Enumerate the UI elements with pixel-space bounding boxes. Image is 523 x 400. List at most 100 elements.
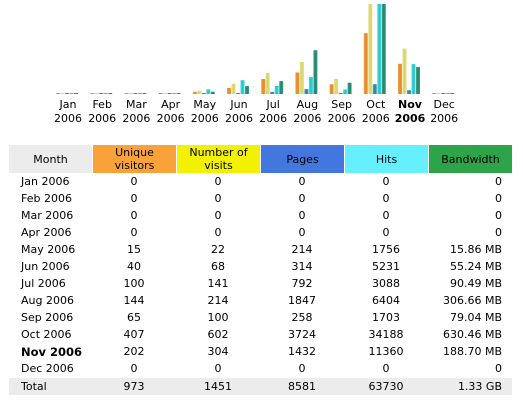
cell-month: Jul 2006 xyxy=(21,277,66,290)
bar-unique-visitors-jun-2006 xyxy=(227,88,231,94)
cell-visits: 602 xyxy=(207,328,229,341)
cell-unique: 15 xyxy=(127,243,141,256)
x-tick-label-month: Jan xyxy=(59,98,77,111)
bar-unique-visitors-feb-2006 xyxy=(90,93,95,94)
bar-pages-nov-2006 xyxy=(407,90,411,94)
cell-hits: 34188 xyxy=(368,328,404,341)
bar-hits-jun-2006 xyxy=(240,80,245,94)
cell-pages: 3724 xyxy=(288,328,316,341)
cell-hits: 3088 xyxy=(372,277,400,290)
header-month: Month xyxy=(9,145,92,173)
bar-number-of-visits-sep-2006 xyxy=(334,79,339,94)
x-tick-label-month: Mar xyxy=(126,98,147,111)
bar-bandwidth-oct-2006 xyxy=(381,4,386,94)
cell-pages: 0 xyxy=(298,175,306,188)
x-tick-label-year: 2006 xyxy=(259,112,287,125)
table-row: Mar 2006 0 0 0 0 0 xyxy=(9,208,512,224)
x-tick-label-year: 2006 xyxy=(225,112,253,125)
x-tick-label-month: Nov xyxy=(398,98,423,111)
bar-pages-jun-2006 xyxy=(236,93,240,94)
bar-number-of-visits-oct-2006 xyxy=(368,4,373,94)
table-row: Feb 2006 0 0 0 0 0 xyxy=(9,191,512,207)
bar-unique-visitors-oct-2006 xyxy=(363,33,368,94)
x-tick-label-year: 2006 xyxy=(191,112,219,125)
x-tick-label-month: Feb xyxy=(92,98,111,111)
x-tick-label-year: 2006 xyxy=(430,112,458,125)
bar-hits-dec-2006 xyxy=(445,93,450,94)
bar-number-of-visits-mar-2006 xyxy=(128,93,133,94)
x-tick-label-month: Aug xyxy=(297,98,318,111)
cell-month: Oct 2006 xyxy=(21,328,72,341)
bar-bandwidth-mar-2006 xyxy=(142,93,147,94)
cell-visits: 0 xyxy=(214,209,222,222)
bar-bandwidth-jun-2006 xyxy=(245,86,249,94)
cell-unique: 100 xyxy=(123,277,145,290)
bar-bandwidth-sep-2006 xyxy=(347,82,352,94)
bar-number-of-visits-aug-2006 xyxy=(299,62,304,94)
cell-month: Feb 2006 xyxy=(21,192,72,205)
bar-unique-visitors-may-2006 xyxy=(192,91,197,94)
cell-pages: 792 xyxy=(291,277,313,290)
cell-hits: 1756 xyxy=(372,243,400,256)
cell-bandwidth: 0 xyxy=(495,192,502,205)
bar-pages-oct-2006 xyxy=(372,84,377,94)
bar-number-of-visits-apr-2006 xyxy=(163,93,168,94)
bar-number-of-visits-feb-2006 xyxy=(94,93,99,94)
table-row: Jun 2006 40 68 314 5231 55.24 MB xyxy=(9,259,512,275)
cell-unique: 407 xyxy=(123,328,145,341)
cell-hits: 5231 xyxy=(372,260,400,273)
x-tick-label-month: Oct xyxy=(366,98,386,111)
cell-visits: 22 xyxy=(211,243,225,256)
cell-month: Jun 2006 xyxy=(21,260,70,273)
bar-pages-apr-2006 xyxy=(167,93,172,94)
bar-hits-aug-2006 xyxy=(308,77,313,94)
cell-pages: 0 xyxy=(298,209,306,222)
total-hits: 63730 xyxy=(344,378,428,395)
cell-unique: 40 xyxy=(127,260,141,273)
cell-hits: 0 xyxy=(382,226,390,239)
cell-unique: 0 xyxy=(130,209,138,222)
bar-unique-visitors-sep-2006 xyxy=(329,84,334,94)
bar-pages-aug-2006 xyxy=(304,89,309,94)
cell-pages: 1432 xyxy=(288,345,316,358)
bar-hits-nov-2006 xyxy=(411,64,416,94)
bar-pages-dec-2006 xyxy=(441,93,446,94)
bar-bandwidth-jan-2006 xyxy=(74,93,78,94)
table-row: Apr 2006 0 0 0 0 0 xyxy=(9,225,512,241)
x-tick-label-year: 2006 xyxy=(362,112,390,125)
cell-bandwidth: 79.04 MB xyxy=(449,311,502,324)
cell-pages: 1847 xyxy=(288,294,316,307)
cell-pages: 0 xyxy=(298,226,306,239)
x-tick-label-month: Sep xyxy=(331,98,352,111)
monthly-history-chart: Jan2006Feb2006Mar2006Apr2006May2006Jun20… xyxy=(54,4,458,125)
table-row: Sep 2006 65 100 258 1703 79.04 MB xyxy=(9,310,512,326)
cell-hits: 0 xyxy=(382,175,390,188)
header-hits: Hits xyxy=(344,145,428,173)
cell-visits: 100 xyxy=(207,311,229,324)
bar-number-of-visits-may-2006 xyxy=(197,90,202,94)
cell-pages: 258 xyxy=(291,311,313,324)
bar-bandwidth-dec-2006 xyxy=(450,93,455,94)
cell-bandwidth: 0 xyxy=(495,226,502,239)
cell-month: Dec 2006 xyxy=(21,362,74,375)
cell-unique: 144 xyxy=(123,294,145,307)
cell-month: Sep 2006 xyxy=(21,311,74,324)
cell-visits: 0 xyxy=(214,226,222,239)
cell-month: Jan 2006 xyxy=(21,175,70,188)
total-bandwidth: 1.33 GB xyxy=(428,378,512,395)
bar-number-of-visits-jan-2006 xyxy=(60,93,65,94)
cell-hits: 1703 xyxy=(372,311,400,324)
cell-month: Aug 2006 xyxy=(21,294,74,307)
bar-number-of-visits-nov-2006 xyxy=(402,48,407,94)
bar-pages-sep-2006 xyxy=(338,93,343,94)
total-pages: 8581 xyxy=(260,378,344,395)
cell-bandwidth: 0 xyxy=(495,209,502,222)
cell-hits: 11360 xyxy=(368,345,404,358)
bar-unique-visitors-apr-2006 xyxy=(158,93,163,94)
cell-bandwidth: 306.66 MB xyxy=(442,294,502,307)
total-unique: 973 xyxy=(92,378,176,395)
cell-visits: 214 xyxy=(207,294,229,307)
cell-hits: 0 xyxy=(382,209,390,222)
table-total-row: Total 973 1451 8581 63730 1.33 GB xyxy=(9,378,512,395)
cell-bandwidth: 0 xyxy=(495,362,502,375)
